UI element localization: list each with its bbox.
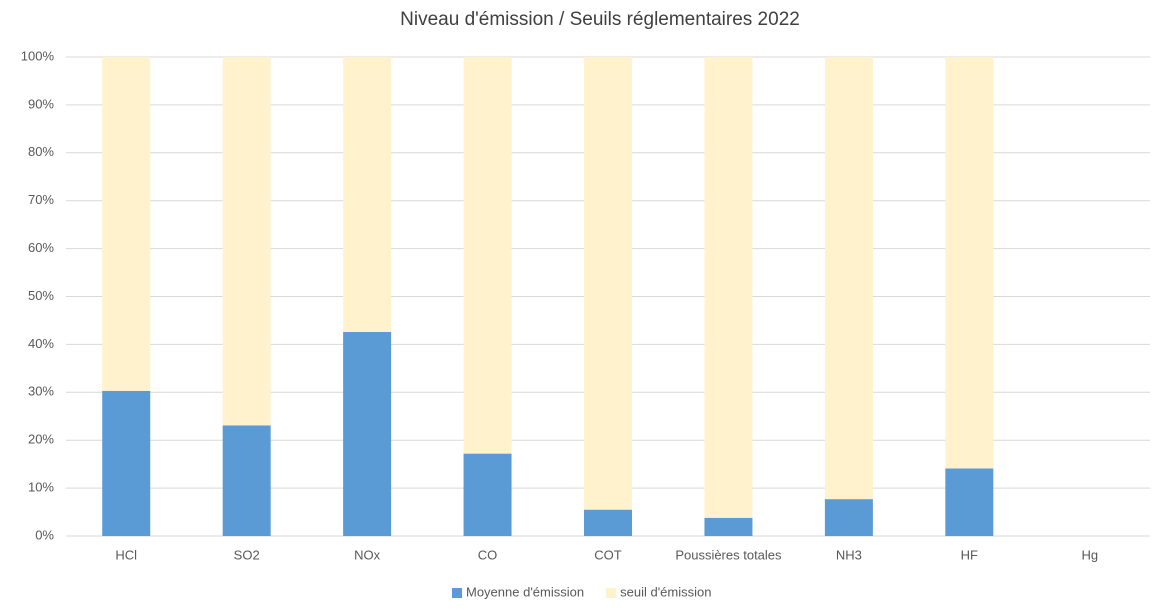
legend-swatch: [452, 588, 462, 598]
y-tick-label: 100%: [21, 48, 55, 63]
bar-segment: [584, 509, 632, 536]
y-tick-label: 60%: [28, 240, 54, 255]
y-tick-label: 10%: [28, 480, 54, 495]
bar-segment: [102, 390, 151, 536]
chart-title: Niveau d'émission / Seuils réglementaire…: [400, 9, 800, 30]
y-tick-label: 20%: [28, 432, 54, 447]
bar-segment: [463, 57, 512, 454]
x-tick-label: CO: [478, 547, 498, 562]
bar-segment: [343, 57, 392, 332]
x-tick-label: Poussières totales: [675, 547, 782, 562]
bar-segment: [463, 453, 512, 536]
bar-segment: [704, 57, 753, 518]
x-tick-label: HF: [961, 547, 978, 562]
y-tick-label: 80%: [28, 144, 54, 159]
bar-segment: [824, 57, 873, 500]
x-tick-label: COT: [594, 547, 622, 562]
bar-segment: [222, 57, 271, 426]
y-tick-label: 50%: [28, 288, 54, 303]
x-tick-label: HCl: [115, 547, 137, 562]
x-tick-label: Hg: [1081, 547, 1098, 562]
x-tick-label: NH3: [836, 547, 862, 562]
y-tick-label: 40%: [28, 336, 54, 351]
bar-segment: [102, 57, 151, 391]
x-tick-label: NOx: [354, 547, 381, 562]
x-tick-label: SO2: [234, 547, 260, 562]
legend-label: Moyenne d'émission: [466, 584, 584, 599]
bar-segment: [584, 57, 632, 510]
y-tick-label: 30%: [28, 384, 54, 399]
y-tick-label: 70%: [28, 192, 54, 207]
bar-segment: [704, 517, 753, 536]
bar-segment: [945, 57, 994, 469]
bar-segment: [343, 331, 392, 536]
bar-segment: [824, 499, 873, 536]
bar-segment: [222, 425, 271, 536]
legend-label: seuil d'émission: [620, 584, 711, 599]
y-tick-label: 90%: [28, 96, 54, 111]
bar-segment: [945, 468, 994, 536]
legend-swatch: [606, 588, 617, 598]
y-tick-label: 0%: [35, 527, 54, 542]
